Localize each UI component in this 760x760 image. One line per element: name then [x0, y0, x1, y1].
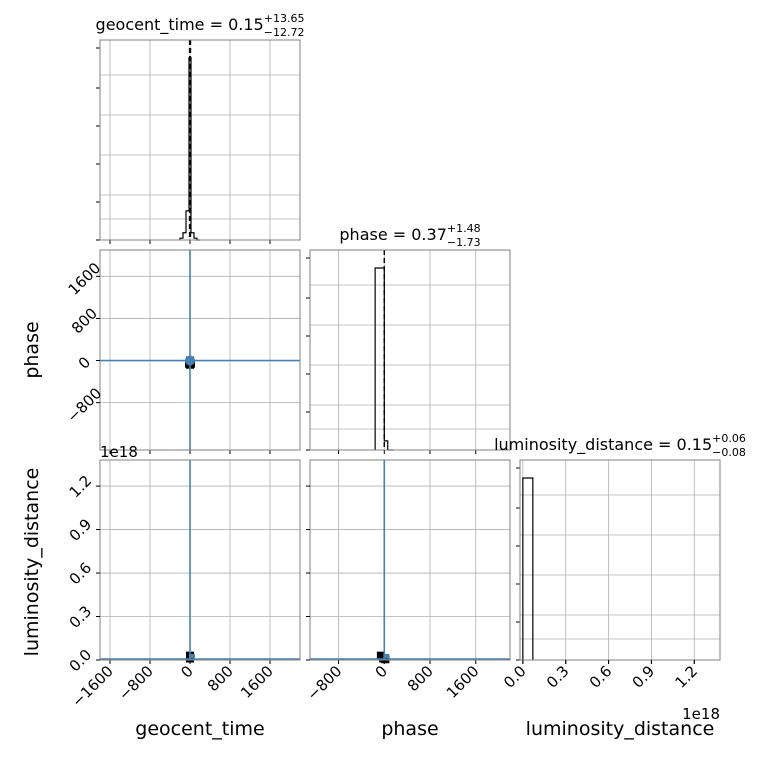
ytick-label-phase-2: 800 [68, 304, 101, 337]
hist-geocent-time-title-prefix: geocent_time = 0.15 [96, 15, 264, 35]
xtick-label-geocent-2: 0 [177, 662, 196, 681]
hist-phase-title: phase = 0.37+1.48 [339, 222, 480, 244]
ytick-label-ld-4: 1.2 [66, 472, 96, 502]
hist-luminosity-distance-title-lower: −0.08 [712, 446, 746, 459]
panel-ld-phase-frame [309, 459, 511, 661]
ytick-label-ld-3: 0.9 [66, 515, 96, 545]
xtick-label-phase-0: −800 [304, 662, 346, 704]
hist-phase-title-upper: +1.48 [447, 222, 481, 235]
y-axis-label-ld: luminosity_distance [21, 468, 43, 657]
ytick-label-phase-1: 0 [75, 353, 94, 372]
hist-geocent-time-frame [99, 39, 301, 241]
xtick-label-phase-1: 0 [372, 662, 391, 681]
xtick-label-geocent-1: −800 [115, 662, 157, 704]
hist-geocent-time-title-upper: +13.65 [264, 12, 305, 25]
x-axis-label-geocent: geocent_time [135, 718, 264, 740]
hist-luminosity-distance-title: luminosity_distance = 0.15+0.06 [494, 432, 746, 455]
hist-phase-title-prefix: phase = 0.37 [339, 225, 446, 244]
hist-phase-frame [309, 249, 511, 451]
hist-geocent-time-title-lower: −12.72 [264, 26, 305, 39]
ytick-label-phase-3: 1600 [65, 259, 105, 299]
hist-luminosity-distance-frame [519, 459, 721, 661]
xtick-label-ld-2: 0.6 [586, 662, 616, 692]
panel-ld-geocent-truth-marker [189, 654, 195, 658]
xtick-label-geocent-3: 800 [204, 662, 237, 695]
ytick-label-ld-1: 0.3 [66, 602, 96, 632]
panel-phase-geocent-truth-marker [185, 355, 195, 366]
ytick-label-ld-0: 0.0 [66, 646, 96, 676]
xtick-label-ld-3: 0.9 [629, 662, 659, 692]
xtick-label-phase-2: 800 [404, 662, 437, 695]
hist-luminosity-distance-steps [522, 477, 534, 660]
x-axis-label-ld: luminosity_distance [526, 718, 715, 740]
xtick-label-ld-1: 0.3 [543, 662, 573, 692]
offset-label-bottom: 1e18 [682, 705, 720, 723]
ytick-label-phase-0: −800 [64, 384, 106, 426]
panel-ld-phase-truth-marker [383, 654, 390, 658]
ytick-label-ld-2: 0.6 [66, 559, 96, 589]
xtick-label-ld-4: 1.2 [672, 662, 702, 692]
offset-label-left: 1e18 [100, 443, 138, 461]
hist-luminosity-distance-title-prefix: luminosity_distance = 0.15 [494, 435, 712, 455]
panel-phase-geocent-frame [99, 249, 301, 451]
hist-phase-title-lower: −1.73 [447, 236, 481, 249]
hist-geocent-time-title: geocent_time = 0.15+13.65 [96, 12, 305, 35]
xtick-label-geocent-4: 1600 [237, 662, 277, 702]
xtick-label-phase-3: 1600 [443, 662, 483, 702]
y-axis-label-phase: phase [21, 321, 43, 378]
hist-luminosity-distance-title-upper: +0.06 [712, 432, 746, 445]
x-axis-label-phase: phase [381, 718, 438, 740]
xtick-label-ld-0: 0.0 [500, 662, 530, 692]
panel-ld-geocent-frame [99, 459, 301, 661]
